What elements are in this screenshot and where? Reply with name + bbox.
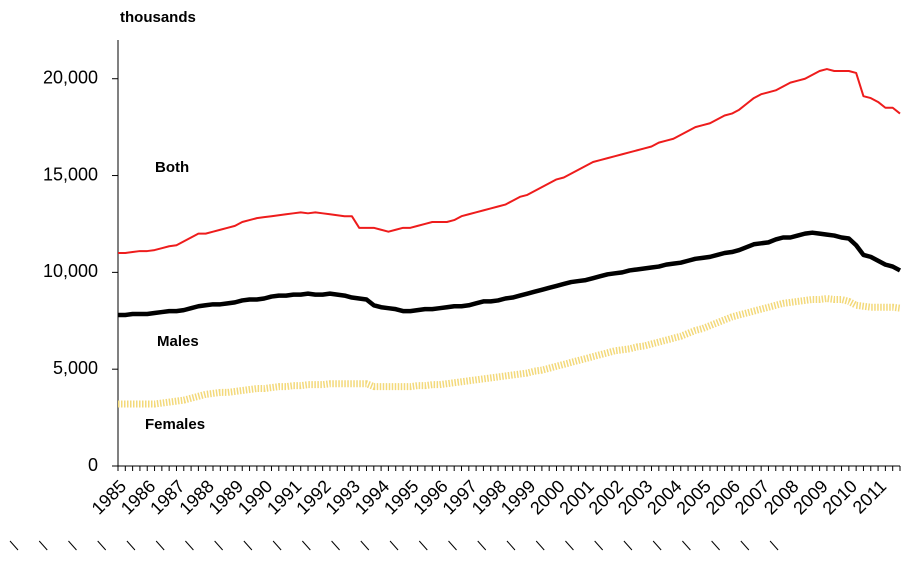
x-label-mark — [535, 540, 545, 551]
x-tick-label: 2011 — [849, 476, 891, 518]
x-label-mark — [740, 540, 750, 551]
y-tick-label: 5,000 — [53, 358, 98, 378]
x-label-mark — [68, 540, 77, 551]
x-label-mark — [565, 540, 574, 551]
x-label-mark — [711, 540, 720, 551]
x-label-mark — [623, 540, 633, 551]
x-label-mark — [301, 540, 311, 551]
y-axis-label: thousands — [120, 9, 196, 26]
y-tick-label: 15,000 — [43, 164, 98, 184]
series-label: Females — [145, 416, 205, 433]
series-line — [118, 68, 901, 254]
x-label-mark — [506, 540, 516, 551]
x-label-mark — [155, 540, 165, 551]
x-label-mark — [243, 540, 253, 551]
y-tick-label: 20,000 — [43, 67, 98, 87]
x-label-mark — [477, 540, 487, 551]
x-label-mark — [682, 540, 691, 551]
x-label-mark — [272, 540, 282, 551]
x-label-mark — [769, 540, 779, 551]
x-label-mark — [9, 540, 19, 551]
series-label: Both — [155, 159, 189, 176]
x-label-mark — [126, 540, 136, 551]
y-tick-label: 0 — [88, 455, 98, 475]
x-label-mark — [594, 540, 604, 551]
y-tick-label: 10,000 — [43, 261, 98, 281]
x-label-mark — [97, 540, 107, 551]
x-label-mark — [214, 540, 224, 551]
series-line — [118, 295, 901, 408]
x-label-mark — [38, 540, 48, 551]
x-label-mark — [360, 540, 370, 551]
series-label: Males — [157, 333, 199, 350]
x-label-mark — [418, 540, 428, 551]
x-label-mark — [652, 540, 662, 551]
series-line — [118, 230, 902, 318]
x-label-mark — [331, 540, 340, 551]
x-label-mark — [448, 540, 457, 551]
x-label-mark — [389, 540, 399, 551]
x-label-mark — [185, 540, 194, 551]
